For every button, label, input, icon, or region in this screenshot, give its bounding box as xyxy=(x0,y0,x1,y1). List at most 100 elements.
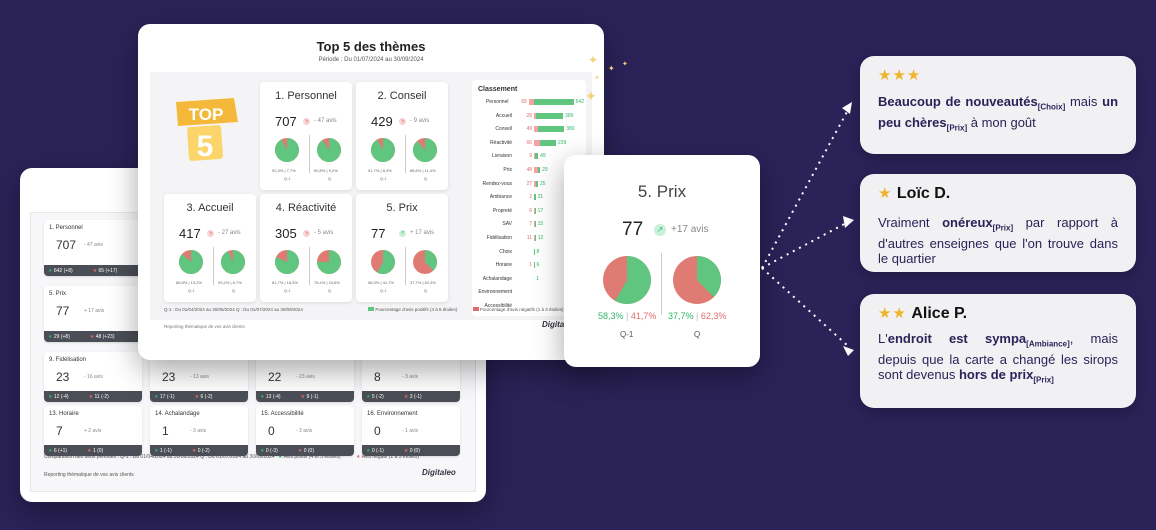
ranking-neg-value: 6 xyxy=(529,207,532,214)
ranking-pos-value: 29 xyxy=(542,167,548,173)
theme-value: 429 xyxy=(371,114,393,129)
ranking-label: Ambiance xyxy=(489,194,512,201)
ranking-row: Accessibilité xyxy=(476,302,584,310)
theme-tile: 2. Conseil 429 ↘ - 9 avis 91,7% | 8,3% 8… xyxy=(356,82,448,190)
theme-count: - 27 avis xyxy=(218,230,241,236)
positive-slice xyxy=(221,250,245,274)
review-fragment: Vraiment xyxy=(878,215,943,230)
arrow-up-icon: ↗ xyxy=(654,224,666,236)
ranking-neg-bar xyxy=(534,235,535,241)
rating-stars-icon: ★★★ xyxy=(878,67,922,84)
star-icon: ★ xyxy=(89,334,95,340)
star-icon: ★ xyxy=(300,394,306,400)
ranking-pos-bar xyxy=(534,235,536,241)
ranking-neg-bar xyxy=(534,167,539,173)
q1-label: Q-1 xyxy=(284,288,291,293)
star-icon: ★ xyxy=(48,268,53,274)
zoom-title: 5. Prix xyxy=(637,182,687,201)
review-fragment: , mais depuis que la carte a changé les … xyxy=(878,331,1118,382)
theme-tag: [Ambiance] xyxy=(1026,339,1070,349)
divider xyxy=(309,135,310,173)
tile-footer: ★ 0 (-3) ★ 0 (0) xyxy=(256,445,354,456)
theme-count: - 9 avis xyxy=(410,118,430,124)
theme-count: - 3 avis xyxy=(296,428,313,434)
ranking-neg-bar xyxy=(534,112,537,119)
q-pie-chart xyxy=(413,138,437,162)
ranking-row: SAV 7 15 xyxy=(476,220,584,228)
theme-tag: [Prix] xyxy=(992,223,1014,233)
ranking-neg-bar xyxy=(528,99,534,105)
ranking-label: Fidélisation xyxy=(486,235,512,241)
review-card: ★ Loïc D. Vraiment onéreux[Prix] par rap… xyxy=(860,174,1136,272)
divider xyxy=(405,247,406,285)
ranking-neg-bar xyxy=(534,126,539,133)
star-icon: ★ xyxy=(356,454,361,460)
theme-value: 77 xyxy=(56,304,70,318)
star-icon: ★ xyxy=(366,394,371,400)
theme-count: - 16 avis xyxy=(84,374,103,380)
review-fragment: L' xyxy=(878,331,888,346)
digitaleo-logo: Digitaleo xyxy=(422,468,456,477)
theme-value: 305 xyxy=(275,226,297,241)
theme-tile: 5. Prix 77 ↗ + 17 avis 58,3% | 41,7% 37,… xyxy=(356,194,448,302)
legend-positive: Avis positif (4 et 5 étoiles) xyxy=(283,454,341,460)
zoom-count: +17 avis xyxy=(671,224,709,235)
ranking-pos-value: 25 xyxy=(540,180,546,187)
ranking-row: Propreté 6 17 xyxy=(476,207,584,215)
period-label: Période : Du 01/07/2024 au 30/09/2024 xyxy=(318,57,424,63)
ranking-row: Environnement xyxy=(476,288,584,296)
ranking-row: Horaire 1 6 xyxy=(476,261,584,269)
ranking-pos-bar xyxy=(533,99,574,105)
star-icon: ★ xyxy=(278,454,283,460)
theme-value: 22 xyxy=(268,370,282,384)
theme-count: + 17 avis xyxy=(410,230,435,236)
review-fragment: endroit est sympa xyxy=(887,331,1027,346)
rating-stars-icon: ★ xyxy=(878,185,893,202)
ranking-neg-value: 1 xyxy=(529,262,532,269)
tile-footer: ★ 29 (+8) ★ 48 (+23) xyxy=(44,331,142,342)
positive-slice xyxy=(317,138,341,162)
ranking-pos-bar xyxy=(536,112,564,119)
theme-count: + 2 avis xyxy=(84,428,102,434)
q-label: Q xyxy=(424,288,428,293)
ranking-pos-value: 12 xyxy=(537,235,544,241)
ranking-neg-value: 66 xyxy=(526,139,532,146)
q-pie-chart xyxy=(413,250,437,274)
pos-swatch xyxy=(368,307,375,311)
q1-label: Q-1 xyxy=(380,288,387,293)
sparkle-icon: ✦ xyxy=(608,64,615,73)
tile-footer: ★ 17 (-1) ★ 6 (-2) xyxy=(150,391,248,402)
theme-count: - 3 avis xyxy=(402,374,419,380)
q1-percentages: 58,3% | 41,7% xyxy=(598,311,657,321)
star-icon: ★ xyxy=(87,448,92,454)
ranking-neg-value: 2 xyxy=(529,194,532,201)
star-icon: ★ xyxy=(260,448,265,454)
ranking-pos-value: 6 xyxy=(536,262,540,269)
tile-footer: ★ 642 (+8) ★ 65 (+17) xyxy=(44,265,142,276)
theme-count: - 3 avis xyxy=(190,428,207,434)
theme-name: 2. Conseil xyxy=(377,90,427,102)
star-icon: ★ xyxy=(366,448,371,454)
ranking-title: Classement xyxy=(478,86,518,93)
theme-value: 707 xyxy=(56,238,77,252)
star-icon: ★ xyxy=(297,448,303,454)
legend-negative: Avis négatif (1 à 3 étoiles) xyxy=(361,454,420,460)
theme-name: 1. Personnel xyxy=(49,225,83,231)
ranking-neg-value: 11 xyxy=(526,235,532,241)
ranking-label: Propreté xyxy=(492,207,512,214)
ranking-neg-value: 28 xyxy=(526,112,532,119)
positive-slice xyxy=(275,138,299,162)
ranking-pos-bar xyxy=(534,207,536,214)
theme-value: 1 xyxy=(162,424,169,438)
tile-footer: ★ 12 (-4) ★ 11 (-2) xyxy=(44,391,142,402)
star-icon: ★ xyxy=(48,334,53,340)
review-text: Vraiment onéreux[Prix] par rapport à d'a… xyxy=(878,215,1118,266)
review-text: Beaucoup de nouveautés[Choix] mais un pe… xyxy=(878,94,1118,135)
star-icon: ★ xyxy=(88,394,94,400)
review-fragment: à mon goût xyxy=(967,114,1036,130)
q-percentages: 90,8% | 9,2% xyxy=(314,168,338,173)
q-percentages: 93,2% | 6,7% xyxy=(218,280,242,285)
ranking-neg-value: 7 xyxy=(529,221,532,228)
ranking-pos-bar xyxy=(538,167,541,173)
